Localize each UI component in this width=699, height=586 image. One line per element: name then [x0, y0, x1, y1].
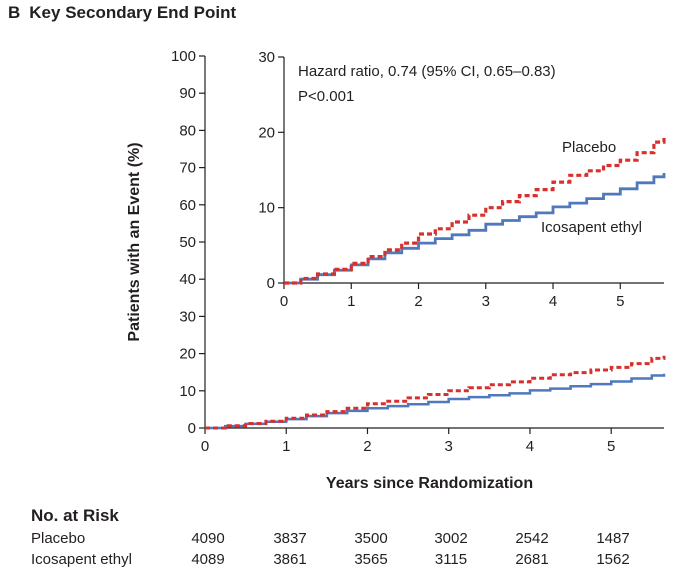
- inset-x-tick-label: 3: [482, 293, 490, 310]
- risk-count: 1487: [596, 530, 630, 547]
- main-x-tick-label: 0: [201, 438, 209, 455]
- main-y-tick-label: 90: [179, 85, 196, 102]
- main-x-tick-label: 2: [363, 438, 371, 455]
- risk-count: 2542: [515, 530, 549, 547]
- y-axis-label: Patients with an Event (%): [126, 142, 143, 341]
- panel-title-text: Key Secondary End Point: [29, 3, 237, 22]
- inset-x-tick-label: 1: [347, 293, 355, 310]
- main-series-line-placebo: [205, 355, 666, 430]
- series-label-placebo: Placebo: [562, 139, 616, 156]
- panel-letter: B: [8, 3, 21, 22]
- main-y-tick-label: 20: [179, 346, 196, 363]
- main-x-tick-label: 1: [282, 438, 290, 455]
- risk-count: 2681: [515, 551, 549, 568]
- risk-row-group-label: Placebo: [31, 530, 86, 547]
- hazard-ratio-annotation: Hazard ratio, 0.74 (95% CI, 0.65–0.83): [298, 63, 556, 80]
- inset-axes: 0 10 20 30 0 1 2 3 4 5 Hazard ratio, 0.74 (95% CI,…: [258, 49, 666, 310]
- risk-table-title: No. at Risk: [31, 506, 119, 525]
- p-value-annotation: P<0.001: [298, 88, 354, 105]
- main-x-tick-label: 4: [526, 438, 534, 455]
- risk-count: 4089: [191, 551, 225, 568]
- inset-y-tick-label: 30: [258, 49, 275, 66]
- main-y-tick-label: 60: [179, 197, 196, 214]
- main-y-tick-label: 10: [179, 383, 196, 400]
- main-y-tick-label: 80: [179, 122, 196, 139]
- inset-x-tick-label: 4: [549, 293, 557, 310]
- x-axis-label: Years since Randomization: [326, 475, 533, 492]
- inset-x-tick-label: 0: [280, 293, 288, 310]
- risk-row-icosapent-ethyl: Icosapent ethyl 4089 3861 3565 3115 2681 1562: [31, 551, 671, 571]
- main-y-tick-label: 0: [188, 420, 196, 437]
- main-y-tick-label: 50: [179, 234, 196, 251]
- inset-x-tick-label: 2: [414, 293, 422, 310]
- series-label-icosapent-ethyl: Icosapent ethyl: [541, 219, 642, 236]
- main-y-tick-label: 70: [179, 160, 196, 177]
- risk-count: 4090: [191, 530, 225, 547]
- risk-row-placebo: Placebo 4090 3837 3500 3002 2542 1487: [31, 530, 671, 550]
- main-y-tick-label: 40: [179, 271, 196, 288]
- inset-y-tick-label: 20: [258, 124, 275, 141]
- main-y-tick-label: 100: [171, 48, 196, 65]
- risk-count: 3565: [354, 551, 388, 568]
- risk-count: 3115: [434, 551, 468, 568]
- main-y-tick-label: 30: [179, 308, 196, 325]
- risk-count: 3002: [434, 530, 468, 547]
- risk-count: 3500: [354, 530, 388, 547]
- inset-series-line-placebo: [284, 136, 666, 285]
- main-x-tick-label: 3: [445, 438, 453, 455]
- inset-y-tick-label: 10: [258, 200, 275, 217]
- inset-x-tick-label: 5: [616, 293, 624, 310]
- panel-title: B Key Secondary End Point: [8, 3, 236, 23]
- risk-count: 1562: [596, 551, 630, 568]
- risk-count: 3861: [273, 551, 307, 568]
- main-x-tick-label: 5: [607, 438, 615, 455]
- risk-row-group-label: Icosapent ethyl: [31, 551, 132, 568]
- risk-count: 3837: [273, 530, 307, 547]
- inset-y-tick-label: 0: [267, 275, 275, 292]
